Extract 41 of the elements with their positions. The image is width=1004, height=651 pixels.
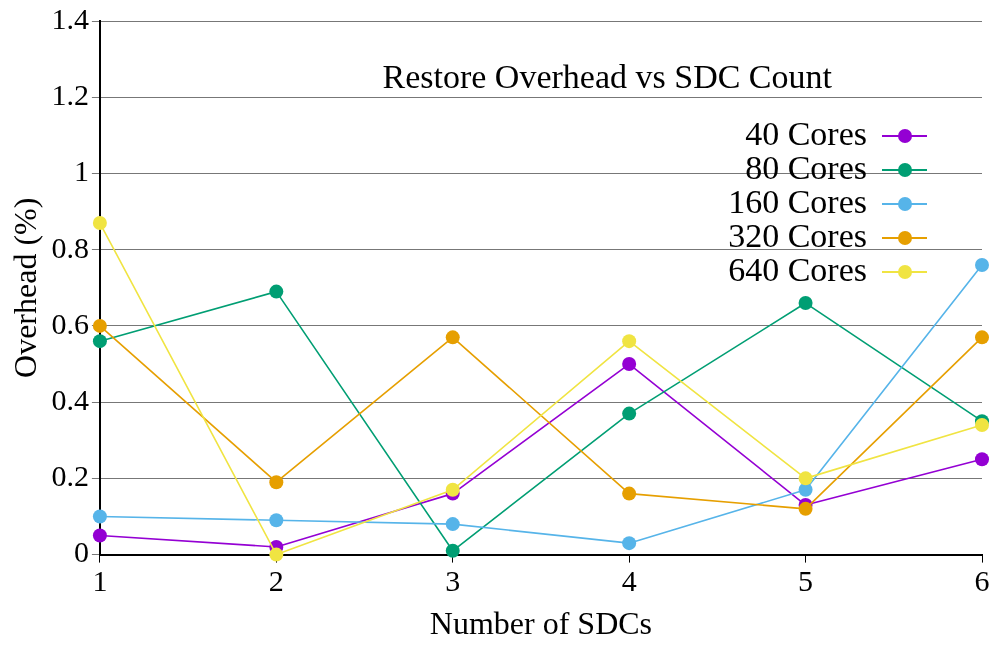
- point: [975, 257, 989, 272]
- y-axis-title: Overhead (%): [6, 197, 43, 378]
- point: [445, 517, 460, 532]
- point: [269, 284, 284, 299]
- point: [445, 482, 460, 497]
- point: [445, 330, 460, 345]
- y-tick-label: 1.2: [51, 78, 89, 112]
- point: [622, 486, 637, 501]
- point: [92, 509, 107, 524]
- point: [269, 475, 284, 490]
- point: [92, 334, 107, 349]
- point: [92, 528, 107, 543]
- point: [622, 357, 637, 372]
- point: [975, 418, 989, 433]
- y-tick-label: 0.6: [51, 306, 89, 340]
- point: [798, 296, 813, 311]
- point: [622, 536, 637, 551]
- point: [622, 334, 637, 349]
- point: [269, 547, 284, 562]
- point: [92, 216, 107, 231]
- x-tick-label: 4: [621, 564, 637, 598]
- y-tick-label: 1: [73, 154, 89, 188]
- point: [269, 513, 284, 528]
- point: [798, 471, 813, 486]
- x-axis-title: Number of SDCs: [429, 605, 653, 642]
- point: [798, 482, 813, 497]
- y-tick-label: 0.4: [51, 383, 89, 417]
- point: [92, 318, 107, 333]
- point: [975, 452, 989, 467]
- x-tick-label: 3: [445, 564, 461, 598]
- x-tick-label: 2: [268, 564, 284, 598]
- point: [445, 543, 460, 558]
- x-tick-label: 6: [974, 564, 990, 598]
- text: Restore Overhead vs SDC Count: [382, 57, 833, 95]
- y-tick-label: 0.8: [51, 230, 89, 264]
- point: [622, 406, 637, 421]
- y-tick-label: 0: [73, 535, 89, 569]
- y-tick-label: 0.2: [51, 459, 89, 493]
- point: [975, 330, 989, 345]
- y-tick-label: 1.4: [51, 1, 89, 35]
- x-tick-label: 5: [798, 564, 814, 598]
